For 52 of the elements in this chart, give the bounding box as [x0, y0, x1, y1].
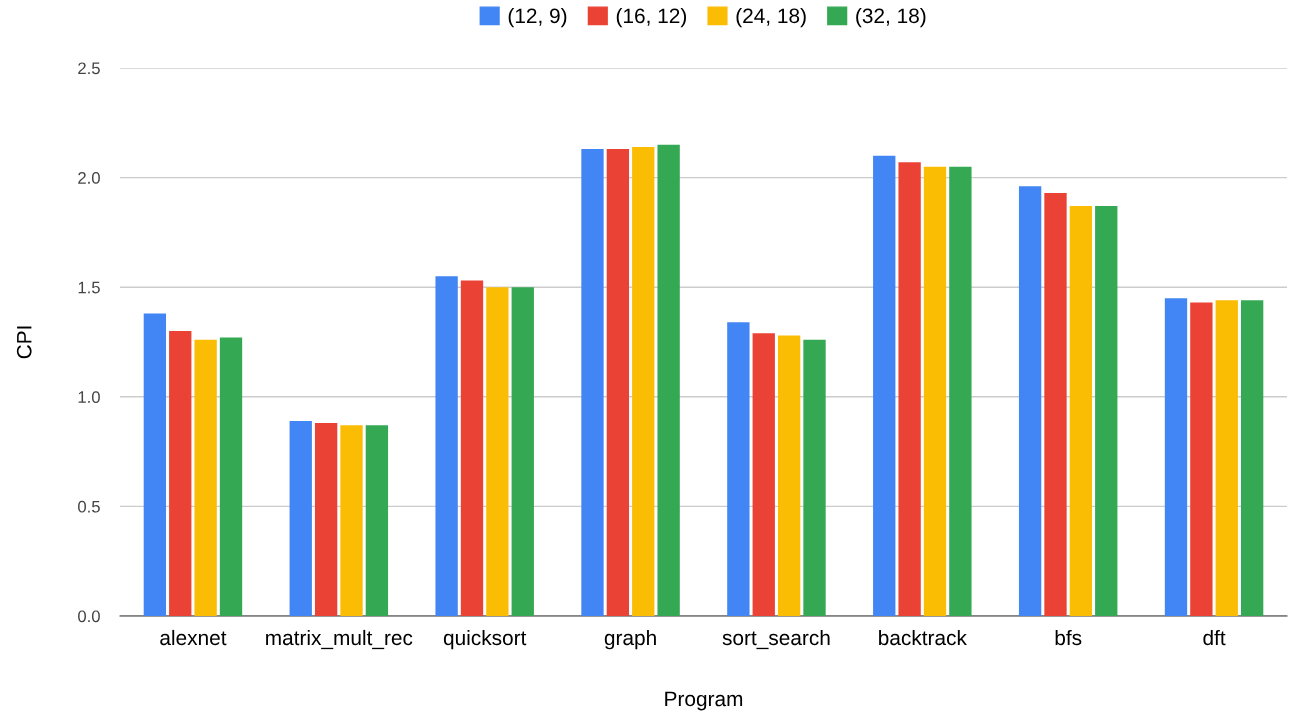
x-tick-label: alexnet [160, 629, 227, 646]
bar [873, 155, 896, 616]
bar [1215, 300, 1238, 616]
bar [340, 425, 363, 616]
bar [1240, 300, 1264, 616]
bar [1018, 186, 1042, 616]
bar [581, 149, 604, 616]
x-tick-label: graph [604, 629, 656, 650]
y-tick-label: 2.0 [78, 172, 100, 184]
y-tick-label: 1.0 [78, 391, 100, 403]
x-tick-label: matrix_mult_rec [266, 629, 413, 650]
bar [169, 331, 192, 616]
bar [1044, 192, 1067, 616]
bar [1164, 298, 1188, 616]
bar [460, 280, 484, 616]
bar [289, 420, 312, 616]
y-tick-label: 0.5 [78, 500, 100, 513]
legend-label: (16, 12) [616, 7, 686, 28]
legend-label: (32, 18) [856, 7, 926, 28]
y-tick-label: 1.5 [78, 281, 100, 294]
bar [752, 333, 775, 616]
bar [219, 337, 243, 616]
bar [194, 339, 217, 616]
bar [365, 425, 389, 616]
bar [898, 162, 921, 616]
bar [435, 276, 458, 616]
bar [923, 166, 947, 616]
x-tick-label: backtrack [879, 629, 967, 646]
y-tick-label: 0.0 [78, 610, 100, 623]
bar [1095, 206, 1118, 616]
x-axis-title: Program [665, 691, 743, 711]
bar [1069, 206, 1093, 616]
bar [632, 146, 655, 616]
y-axis-title: CPI [16, 326, 32, 359]
bar [486, 287, 509, 616]
bar [949, 166, 972, 616]
bar [777, 335, 801, 616]
bar [803, 339, 826, 616]
bar [314, 423, 338, 616]
y-tick-label: 2.5 [78, 62, 100, 75]
x-tick-label: sort_search [722, 629, 830, 650]
legend-label: (24, 18) [736, 7, 806, 28]
bar [143, 313, 167, 616]
x-tick-label: dft [1203, 629, 1226, 646]
legend-label: (12, 9) [508, 7, 567, 28]
bar [1190, 302, 1213, 616]
x-tick-label: quicksort [443, 629, 527, 650]
x-tick-label: bfs [1055, 629, 1082, 646]
bar [727, 322, 750, 616]
bar [511, 287, 534, 616]
bar [606, 149, 630, 616]
bar [657, 144, 680, 616]
